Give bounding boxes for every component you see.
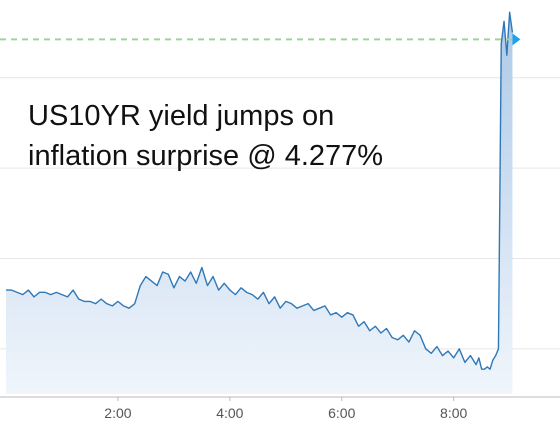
last-value-marker [512,33,521,46]
annotation-line-2: inflation surprise @ 4.277% [28,140,384,172]
yield-line [6,11,514,370]
x-axis: 2:00 4:00 6:00 8:00 [0,396,560,421]
x-tick-label: 8:00 [440,405,467,421]
last-value-marker-group [512,33,521,46]
x-tick-label: 2:00 [104,405,131,421]
x-tick-label: 4:00 [216,405,243,421]
yield-area [6,12,513,395]
annotation-line-1: US10YR yield jumps on [28,100,335,132]
area-fill [6,12,513,395]
x-tick-label: 6:00 [328,405,355,421]
yield-line-group [6,11,514,370]
chart-annotation: US10YR yield jumps on inflation surprise… [28,96,468,176]
